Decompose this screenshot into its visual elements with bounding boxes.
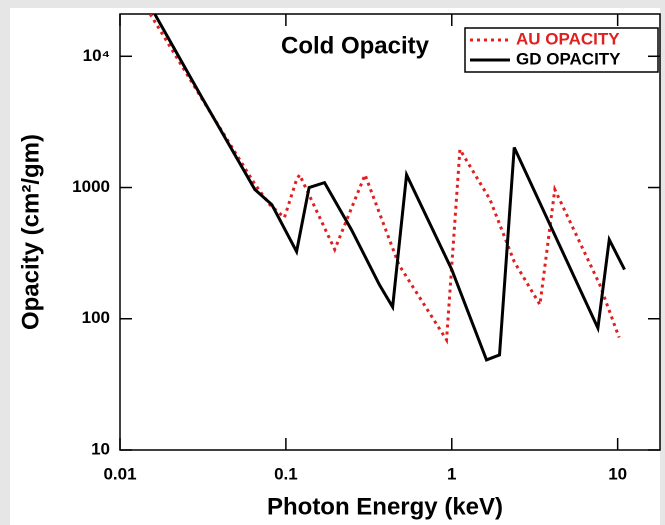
legend-label: AU OPACITY [516, 29, 620, 48]
plot-frame [119, 13, 661, 451]
background [10, 8, 660, 525]
legend-label: GD OPACITY [516, 49, 621, 68]
x-tick-label: 10 [608, 464, 627, 483]
x-tick-label: 1 [447, 464, 456, 483]
line-series [148, 14, 621, 345]
chart-title: Cold Opacity [281, 32, 430, 59]
line-series [153, 14, 626, 362]
y-tick-label: 1000 [72, 177, 110, 196]
y-axis-label: Opacity (cm²/gm) [17, 134, 44, 330]
y-tick-label: 10 [91, 439, 110, 458]
y-tick-label: 10⁴ [83, 46, 110, 65]
x-axis-label: Photon Energy (keV) [267, 493, 503, 520]
legend-box [464, 27, 659, 73]
x-tick-label: 0.01 [103, 464, 136, 483]
y-tick-label: 100 [82, 308, 110, 327]
x-tick-label: 0.1 [274, 464, 298, 483]
